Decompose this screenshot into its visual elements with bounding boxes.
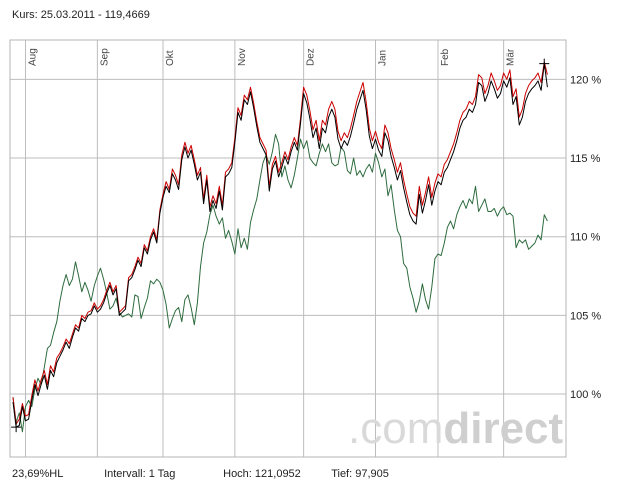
x-tick-label: Jan: [378, 50, 389, 66]
watermark-com: .com: [348, 404, 443, 453]
y-tick-label: 105 %: [570, 310, 601, 322]
stats-footer: 23,69%HL Intervall: 1 Tag Hoch: 121,0952…: [12, 468, 389, 480]
low-marker: [11, 422, 22, 433]
series-line-red: [12, 61, 548, 425]
grid-layer: [10, 40, 566, 457]
y-tick-label: 120 %: [570, 74, 601, 86]
x-tick-label: Sep: [99, 48, 110, 66]
plot-frame: [9, 39, 567, 458]
interval-label: Intervall: 1 Tag: [104, 468, 176, 480]
high-value: Hoch: 121,0952: [223, 468, 301, 480]
series-line-black: [12, 63, 548, 428]
y-tick-label: 100 %: [570, 389, 601, 401]
x-tick-label: Okt: [165, 50, 176, 66]
series-line-green: [12, 133, 548, 433]
x-tick-label: Feb: [440, 48, 451, 66]
change-percent: 23,69%HL: [12, 468, 64, 480]
series-layer: [11, 58, 550, 433]
quote-header: Kurs: 25.03.2011 - 119,4669: [12, 9, 150, 21]
y-tick-label: 110 %: [570, 232, 601, 244]
high-marker: [539, 58, 550, 69]
x-tick-label: Aug: [28, 48, 39, 66]
y-tick-label: 115 %: [570, 153, 601, 165]
x-tick-label: Mär: [506, 48, 517, 66]
low-value: Tief: 97,905: [331, 468, 389, 480]
x-tick-label: Nov: [237, 48, 248, 66]
svg-text:.comdirect: .comdirect: [348, 404, 564, 453]
comdirect-watermark: .comdirect: [348, 404, 564, 453]
watermark-direct: direct: [443, 404, 563, 453]
axis-layer: 100 % 105 % 110 % 115 % 120 % Aug Sep Okt Nov Dez…: [28, 48, 602, 401]
x-tick-label: Dez: [306, 48, 317, 66]
